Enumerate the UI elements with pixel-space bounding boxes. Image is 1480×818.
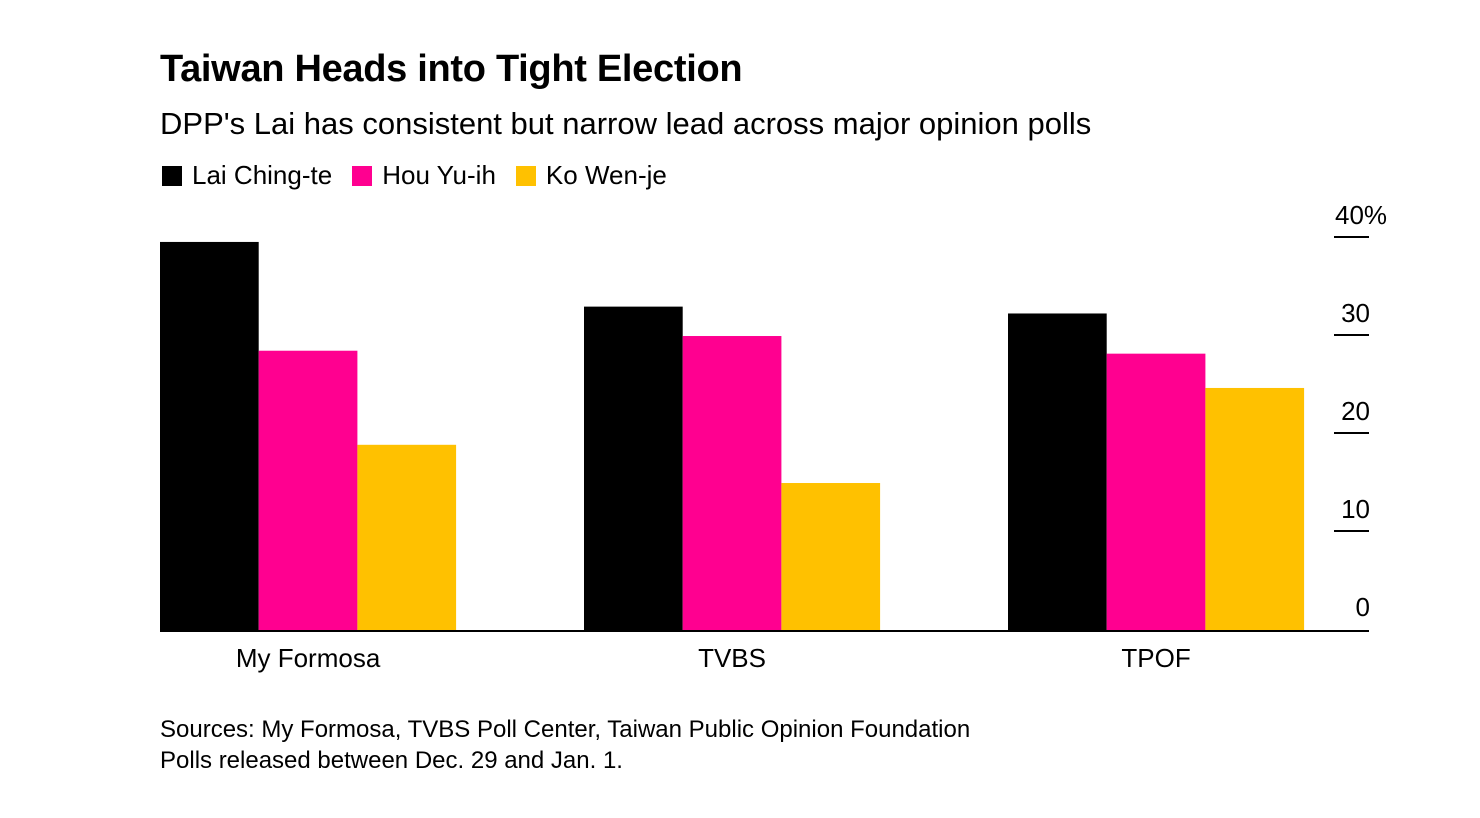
y-tick-label-40: 40%	[1335, 200, 1387, 230]
date-note: Polls released between Dec. 29 and Jan. …	[160, 747, 623, 774]
legend-label-hou: Hou Yu-ih	[382, 160, 496, 190]
bar-tvbs-ko-wen-je	[781, 483, 881, 631]
bar-chart: My Formosa TVBS TPOF 0 10 20 30 40%	[160, 200, 1387, 673]
legend-label-ko: Ko Wen-je	[545, 160, 667, 190]
x-tick-label-tpof: TPOF	[1121, 643, 1190, 673]
legend-item-hou: Hou Yu-ih	[352, 160, 496, 191]
footer: Sources: My Formosa, TVBS Poll Center, T…	[160, 714, 970, 776]
bar-tpof-ko-wen-je	[1205, 387, 1305, 631]
sources-note: Sources: My Formosa, TVBS Poll Center, T…	[160, 716, 971, 743]
bar-tvbs-lai-ching-te	[584, 306, 683, 631]
bar-my-formosa-ko-wen-je	[357, 444, 457, 631]
legend-item-ko: Ko Wen-je	[515, 160, 667, 191]
legend: Lai Ching-te Hou Yu-ih Ko Wen-je	[162, 160, 687, 191]
bar-tpof-hou-yu-ih	[1106, 353, 1206, 631]
legend-label-lai: Lai Ching-te	[192, 160, 333, 190]
legend-swatch-lai	[162, 165, 182, 186]
bar-my-formosa-lai-ching-te	[160, 241, 259, 631]
bar-tvbs-hou-yu-ih	[682, 336, 782, 631]
y-tick-label-20: 20	[1341, 396, 1370, 426]
legend-item-lai: Lai Ching-te	[162, 160, 332, 191]
y-tick-label-10: 10	[1341, 494, 1370, 524]
chart-title: Taiwan Heads into Tight Election	[160, 48, 743, 90]
legend-swatch-hou	[352, 165, 373, 186]
bar-tpof-lai-ching-te	[1008, 313, 1107, 631]
chart-subtitle: DPP's Lai has consistent but narrow lead…	[160, 106, 1092, 141]
x-tick-label-tvbs: TVBS	[698, 643, 766, 673]
legend-swatch-ko	[515, 165, 536, 186]
x-tick-label-my-formosa: My Formosa	[236, 643, 381, 673]
y-tick-label-30: 30	[1341, 298, 1370, 328]
y-tick-label-0: 0	[1356, 592, 1370, 622]
bar-my-formosa-hou-yu-ih	[258, 350, 358, 631]
